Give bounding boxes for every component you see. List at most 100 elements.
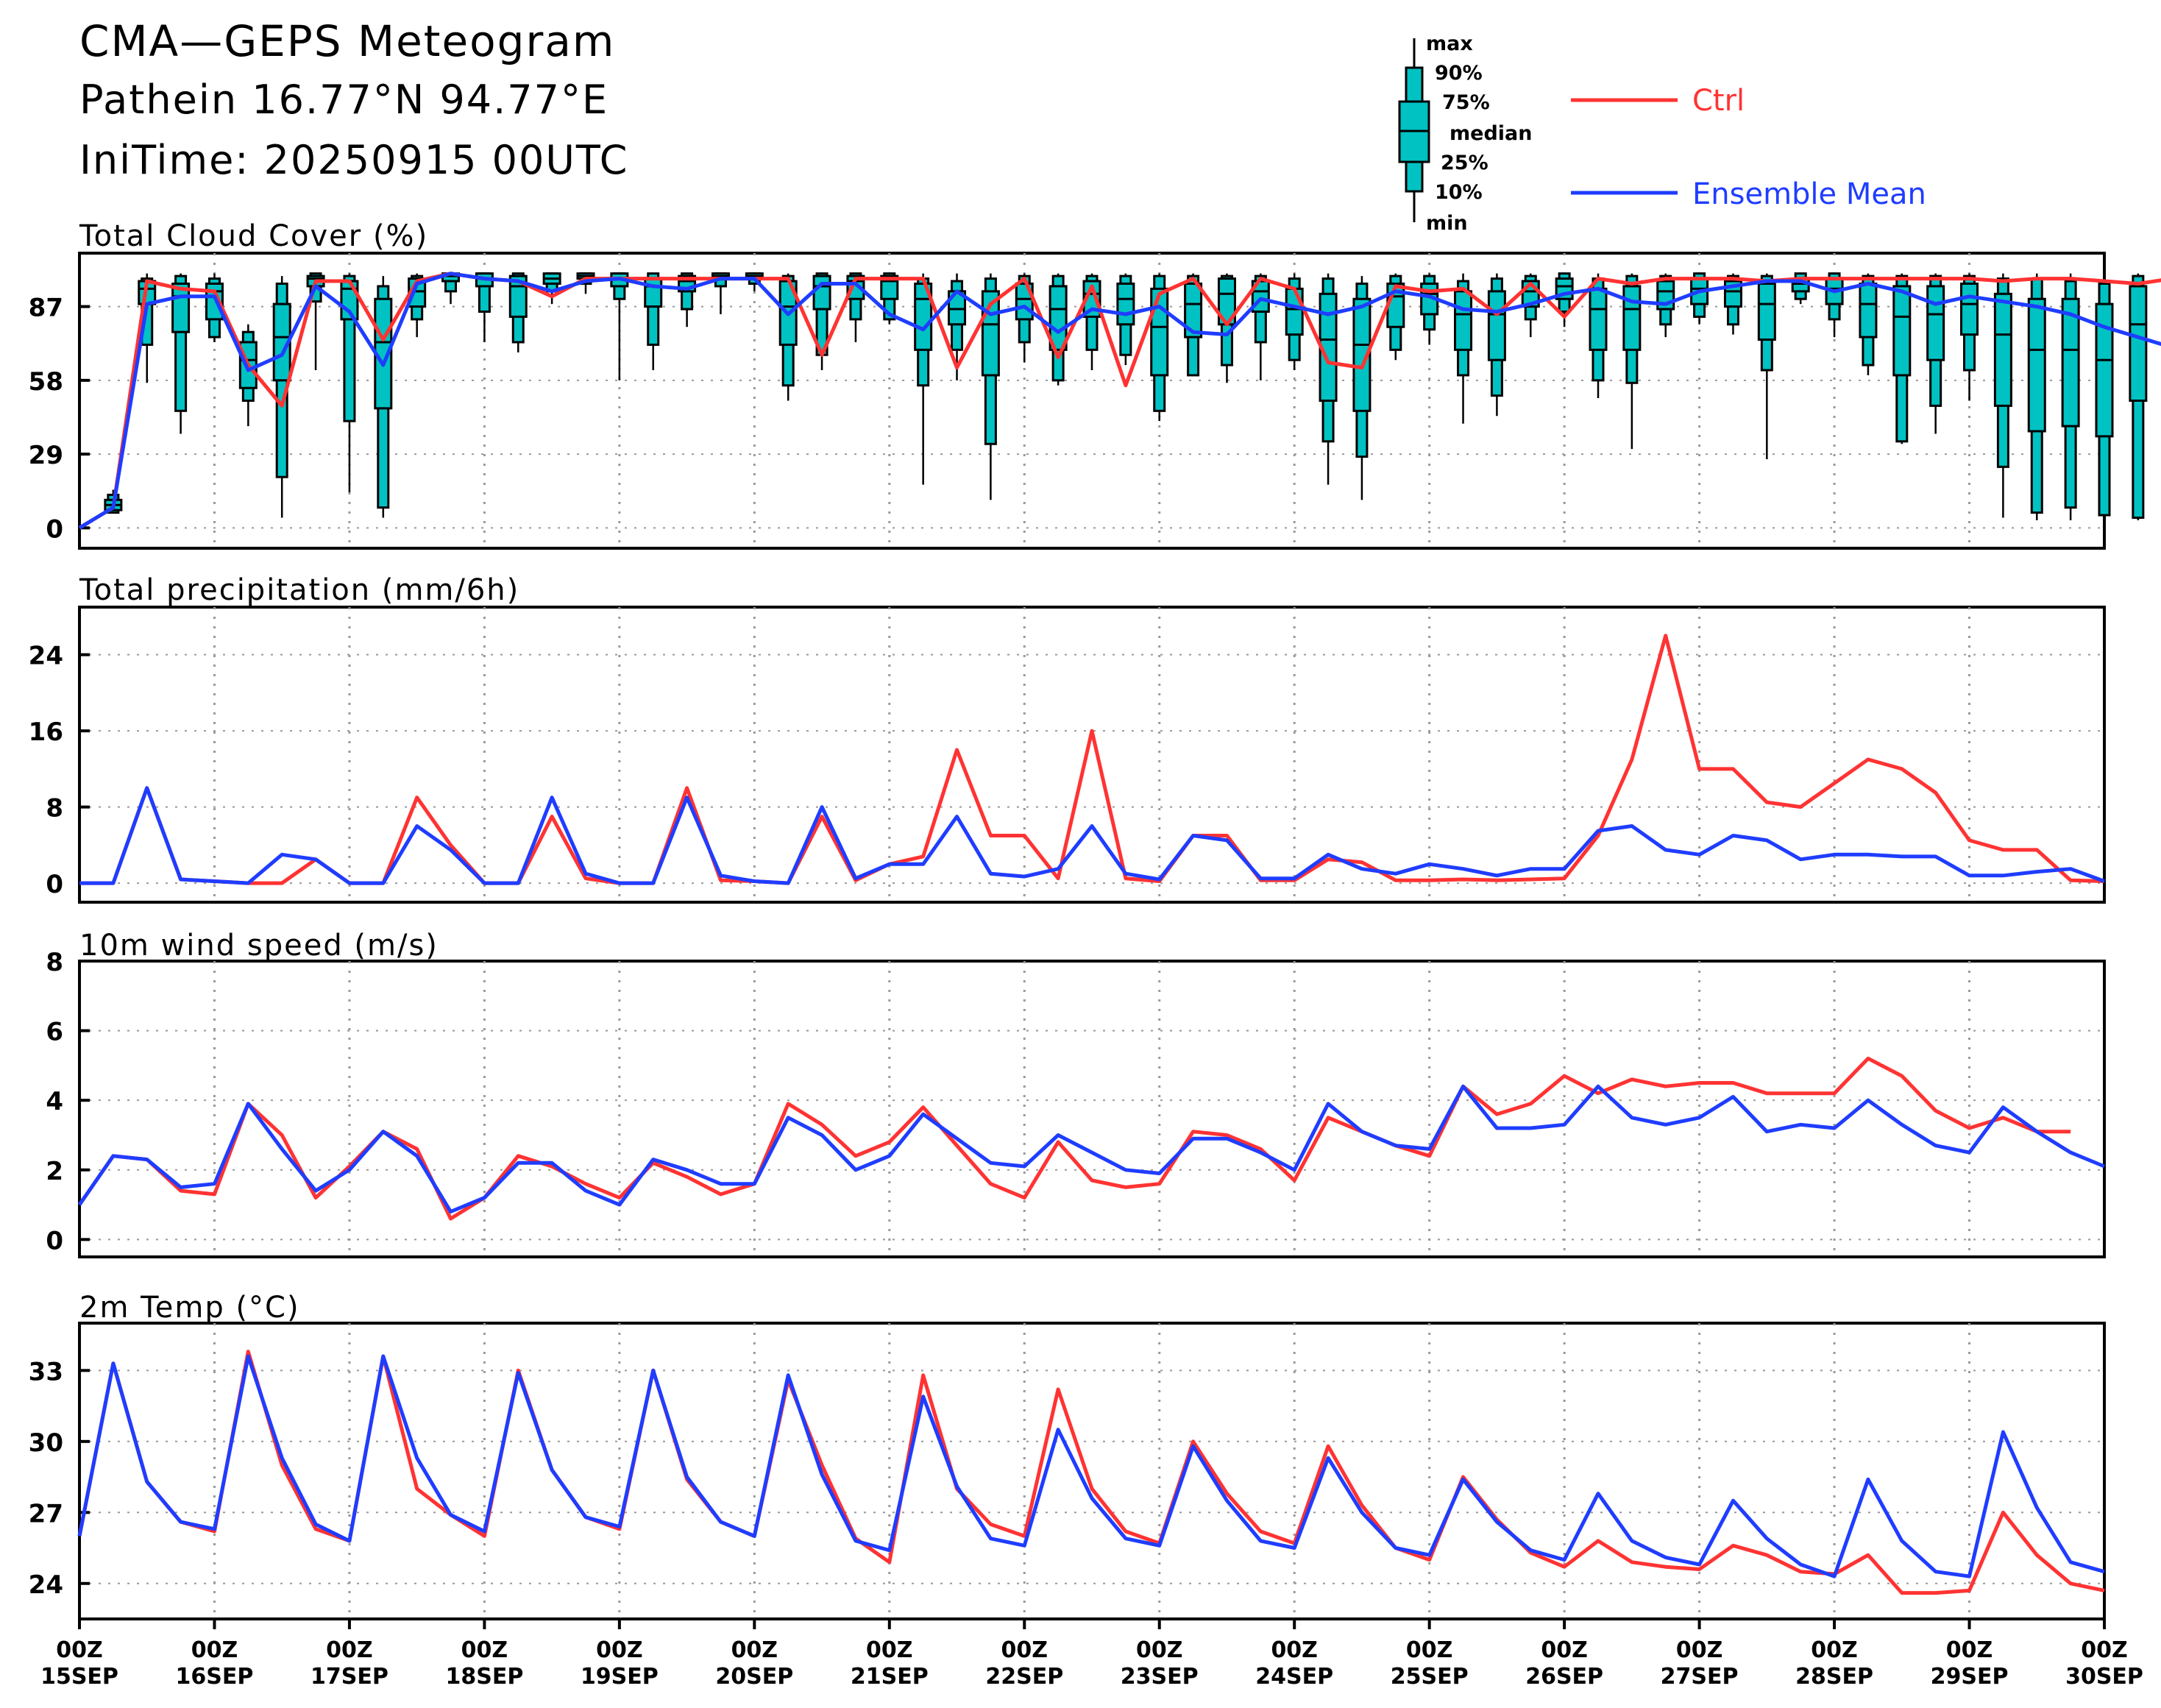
x-tick-date-label: 22SEP (985, 1664, 1063, 1690)
panel-3: 10m wind speed (m/s) 0 2 4 6 8 (46, 929, 2106, 1258)
y-tick-label: 27 (29, 1499, 63, 1528)
box-inner (1184, 282, 1203, 339)
x-tick-hour-label: 00Z (731, 1637, 778, 1663)
y-tick-label: 29 (29, 441, 63, 470)
panel-frame (78, 1322, 2106, 1620)
ensemble-box (2027, 273, 2046, 520)
ensemble-box (1015, 273, 1034, 363)
y-tick-label: 0 (46, 870, 63, 899)
y-tick-label: 0 (46, 514, 63, 544)
x-tick-date-label: 25SEP (1391, 1664, 1469, 1690)
panel-title: Total Cloud Cover (%) (79, 219, 428, 253)
legend-box-label: 90% (1435, 62, 1483, 85)
legend-box-label: max (1426, 32, 1473, 55)
box-inner (2027, 297, 2046, 433)
panel-title: 2m Temp (°C) (79, 1291, 300, 1325)
x-tick-date-label: 23SEP (1121, 1664, 1199, 1690)
ensemble-box (1723, 273, 1742, 335)
x-tick-hour-label: 00Z (326, 1637, 373, 1663)
x-tick-date-label: 30SEP (2065, 1664, 2143, 1690)
x-tick-hour-label: 00Z (1406, 1637, 1453, 1663)
box-inner (1892, 285, 1912, 377)
ctrl-series-line (77, 1350, 2105, 1595)
ensemble-mean-series-line (77, 1084, 2105, 1213)
box-inner (1285, 287, 1304, 336)
x-tick-hour-label: 00Z (1676, 1637, 1723, 1663)
ensemble-box (1319, 273, 1338, 485)
x-tick-hour-label: 00Z (1811, 1637, 1858, 1663)
x-tick-date-label: 20SEP (715, 1664, 793, 1690)
x-tick-hour-label: 00Z (461, 1637, 508, 1663)
panel-2: Total precipitation (mm/6h) 0 8 16 24 (29, 573, 2106, 904)
y-tick-label: 8 (46, 948, 63, 977)
ensemble-box (2129, 273, 2148, 520)
box-inner (2129, 285, 2148, 403)
box-inner (1960, 282, 1979, 336)
y-tick-label: 4 (46, 1087, 63, 1116)
y-tick-label: 0 (46, 1226, 63, 1255)
y-tick-label: 87 (29, 294, 63, 323)
box-inner (1859, 282, 1878, 339)
x-tick-hour-label: 00Z (56, 1637, 103, 1663)
ensemble-box (2095, 273, 2114, 520)
box-inner (1926, 285, 1945, 361)
x-tick-date-label: 21SEP (851, 1664, 929, 1690)
ensemble-box (441, 272, 461, 305)
ensemble-box (610, 272, 629, 380)
box-inner (1993, 292, 2012, 407)
ensemble-box (2061, 273, 2080, 520)
box-inner (1116, 282, 1135, 326)
ensemble-box (1690, 272, 1709, 325)
y-tick-label: 58 (29, 367, 63, 397)
panel-title: 10m wind speed (m/s) (79, 929, 439, 963)
ensemble-box (1926, 273, 1945, 434)
box-inner (1454, 290, 1473, 351)
ensemble-box (1184, 273, 1203, 377)
box-inner (1757, 282, 1776, 341)
legend-ctrl-label: Ctrl (1692, 84, 1745, 118)
y-tick-label: 24 (29, 642, 63, 671)
ensemble-box (981, 273, 1000, 500)
x-tick-hour-label: 00Z (866, 1637, 913, 1663)
ensemble-box (1757, 273, 1776, 460)
ensemble-box (508, 272, 528, 352)
y-tick-label: 33 (29, 1357, 63, 1386)
x-tick-hour-label: 00Z (1136, 1637, 1183, 1663)
box-inner (1150, 287, 1169, 377)
x-tick-date-label: 19SEP (581, 1664, 659, 1690)
ensemble-box (1116, 273, 1135, 366)
legend-box-label: min (1426, 212, 1468, 235)
box-inner (812, 274, 831, 311)
panel-1: Total Cloud Cover (%) 0 29 58 87 (29, 219, 2161, 550)
ensemble-box (880, 272, 899, 325)
x-tick-date-label: 24SEP (1255, 1664, 1333, 1690)
x-tick-date-label: 15SEP (40, 1664, 118, 1690)
chart-title: CMA—GEPS Meteogram (79, 16, 616, 66)
panel-title: Total precipitation (mm/6h) (79, 573, 519, 607)
ensemble-box (1454, 273, 1473, 424)
y-tick-label: 24 (29, 1570, 63, 1600)
box-inner (2061, 297, 2080, 428)
ensemble-box (238, 324, 258, 427)
legend-box-label: 75% (1442, 91, 1490, 114)
ensemble-box (1487, 273, 1506, 417)
box-inner (1622, 285, 1642, 351)
x-tick-hour-label: 00Z (596, 1637, 643, 1663)
ensemble-box (1993, 273, 2012, 518)
legend-box-label: 10% (1435, 181, 1483, 204)
ensemble-box (1352, 276, 1372, 500)
box-inner (1082, 280, 1101, 318)
ctrl-series-line (77, 1056, 2071, 1221)
x-tick-date-label: 29SEP (1931, 1664, 2009, 1690)
x-tick-hour-label: 00Z (2081, 1637, 2128, 1663)
ensemble-box (1217, 273, 1236, 383)
x-tick-date-label: 28SEP (1795, 1664, 1873, 1690)
ensemble-mean-series-line (79, 786, 2105, 885)
ensemble-box (1825, 272, 1844, 338)
ensemble-box (1251, 273, 1270, 380)
init-time-label: IniTime: 20250915 00UTC (79, 137, 629, 183)
ctrl-series-line (79, 634, 2105, 885)
legend: max 90% 75% median 25% 10% min Ctrl Ensemble Mea… (1398, 32, 1926, 235)
y-tick-label: 30 (29, 1428, 63, 1458)
ensemble-box (475, 272, 494, 342)
